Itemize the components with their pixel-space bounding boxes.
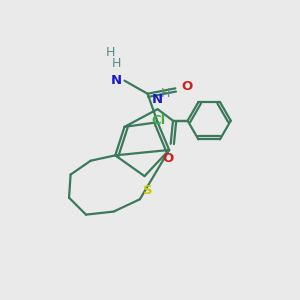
Text: S: S: [143, 184, 152, 197]
Text: N: N: [152, 93, 163, 106]
Text: H: H: [160, 87, 170, 100]
Text: O: O: [162, 152, 173, 164]
Text: Cl: Cl: [152, 114, 166, 127]
Text: O: O: [182, 80, 193, 93]
Text: H: H: [112, 57, 122, 70]
Text: H: H: [106, 46, 115, 59]
Text: N: N: [110, 74, 122, 87]
